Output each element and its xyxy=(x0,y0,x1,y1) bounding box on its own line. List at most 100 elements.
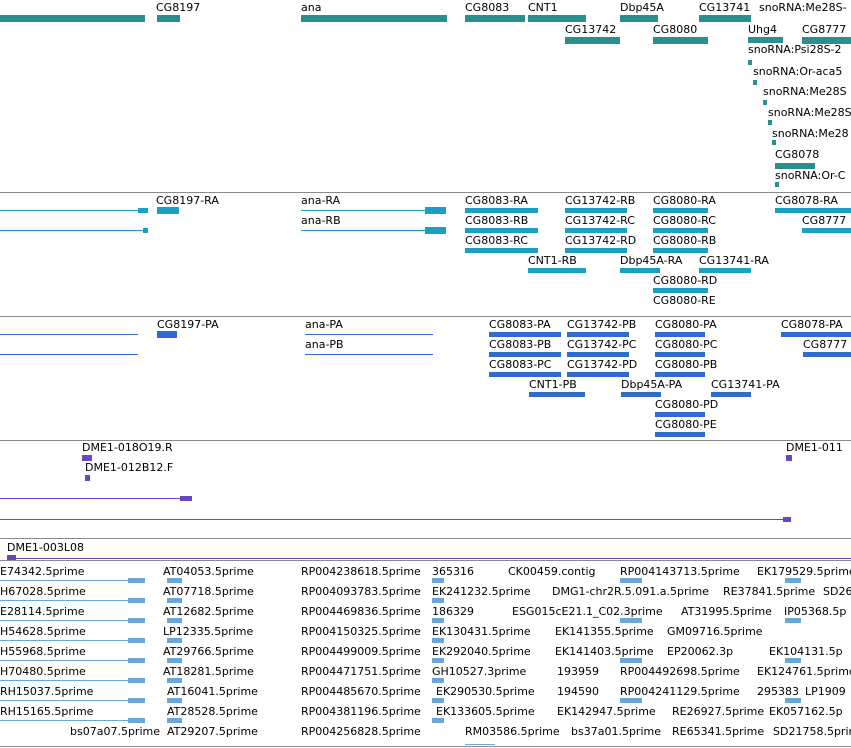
gene-bar[interactable] xyxy=(528,15,586,22)
transcript-exon[interactable] xyxy=(465,228,538,233)
est-label[interactable]: H70480.5prime xyxy=(0,665,86,678)
est-marker[interactable] xyxy=(620,658,642,663)
gene-label[interactable]: snoRNA:Or-aca5 xyxy=(753,65,843,78)
protein-line[interactable] xyxy=(0,334,138,335)
protein-label[interactable]: ana-PB xyxy=(305,338,344,351)
est-marker[interactable] xyxy=(432,658,444,663)
protein-label[interactable]: Dbp45A-PA xyxy=(621,378,683,391)
est-label[interactable]: RP004241129.5prime xyxy=(620,685,740,698)
protein-exon[interactable] xyxy=(655,352,705,357)
est-line[interactable] xyxy=(0,720,145,721)
est-label[interactable]: 365316 xyxy=(432,565,474,578)
protein-exon[interactable] xyxy=(489,352,561,357)
est-marker[interactable] xyxy=(432,598,444,603)
transcript-line[interactable] xyxy=(0,230,148,231)
est-marker[interactable] xyxy=(167,578,182,583)
transcript-label[interactable]: CG13741-RA xyxy=(699,254,769,267)
protein-label[interactable]: CG8777 xyxy=(803,338,848,351)
transcript-exon[interactable] xyxy=(528,268,586,273)
est-marker[interactable] xyxy=(128,678,145,683)
clone-marker[interactable] xyxy=(82,455,92,461)
est-label[interactable]: RP004381196.5prime xyxy=(301,705,421,718)
gene-bar[interactable] xyxy=(620,15,658,22)
transcript-label[interactable]: ana-RA xyxy=(301,194,341,207)
protein-label[interactable]: CG8080-PA xyxy=(655,318,717,331)
gene-label[interactable]: CG8083 xyxy=(465,1,510,14)
est-marker[interactable] xyxy=(432,678,444,683)
est-marker[interactable] xyxy=(432,638,444,643)
protein-exon[interactable] xyxy=(567,332,629,337)
est-label[interactable]: EK179529.5prime xyxy=(757,565,851,578)
est-label[interactable]: EK141355.5prime xyxy=(555,625,654,638)
transcript-exon[interactable] xyxy=(143,228,148,233)
est-marker[interactable] xyxy=(128,698,145,703)
est-label[interactable]: AT07718.5prime xyxy=(163,585,254,598)
gene-label[interactable]: Uhg4 xyxy=(748,23,778,36)
est-label[interactable]: SD21758.5prime xyxy=(773,725,851,738)
transcript-exon[interactable] xyxy=(620,268,660,273)
est-marker[interactable] xyxy=(785,658,801,663)
est-label[interactable]: EK241232.5prime xyxy=(432,585,531,598)
est-marker[interactable] xyxy=(432,578,444,583)
protein-exon[interactable] xyxy=(655,332,705,337)
clone-line[interactable] xyxy=(0,519,785,520)
protein-label[interactable]: CG8080-PE xyxy=(655,418,717,431)
est-label[interactable]: IP05368.5p xyxy=(784,605,847,618)
est-label[interactable]: SD26 xyxy=(823,585,851,598)
est-label[interactable]: bs07a07.5prime xyxy=(70,725,160,738)
est-label[interactable]: H54628.5prime xyxy=(0,625,86,638)
transcript-line[interactable] xyxy=(301,210,445,211)
protein-exon[interactable] xyxy=(529,392,585,397)
gene-bar[interactable] xyxy=(699,15,751,22)
transcript-exon[interactable] xyxy=(465,208,538,213)
gene-bar[interactable] xyxy=(0,15,145,22)
gene-tick[interactable] xyxy=(748,60,752,65)
est-label[interactable]: RP004093783.5prime xyxy=(301,585,421,598)
est-marker[interactable] xyxy=(167,598,182,603)
clone-line[interactable] xyxy=(7,558,851,559)
gene-tick[interactable] xyxy=(772,140,776,145)
est-marker[interactable] xyxy=(128,658,145,663)
transcript-exon[interactable] xyxy=(653,288,708,293)
clone-label[interactable]: DME1-012B12.F xyxy=(85,461,174,474)
est-label[interactable]: EK104131.5p xyxy=(769,645,843,658)
est-label[interactable]: H55968.5prime xyxy=(0,645,86,658)
est-line[interactable] xyxy=(0,580,145,581)
transcript-exon[interactable] xyxy=(465,248,538,253)
gene-tick[interactable] xyxy=(753,80,757,85)
gene-label[interactable]: snoRNA:Me28S xyxy=(768,106,851,119)
protein-label[interactable]: CNT1-PB xyxy=(529,378,577,391)
est-label[interactable]: GH10527.3prime xyxy=(432,665,527,678)
est-label[interactable]: 186329 xyxy=(432,605,474,618)
transcript-line[interactable] xyxy=(301,230,445,231)
transcript-exon[interactable] xyxy=(565,208,627,213)
transcript-label[interactable]: CG13742-RC xyxy=(565,214,635,227)
gene-label[interactable]: CG8197 xyxy=(156,1,201,14)
transcript-label[interactable]: CG8197-RA xyxy=(156,194,219,207)
clone-marker[interactable] xyxy=(7,555,16,560)
est-marker[interactable] xyxy=(620,578,642,583)
protein-label[interactable]: CG8083-PB xyxy=(489,338,552,351)
protein-label[interactable]: CG8080-PB xyxy=(655,358,718,371)
est-line[interactable] xyxy=(465,744,495,745)
est-label[interactable]: AT18281.5prime xyxy=(163,665,254,678)
transcript-exon[interactable] xyxy=(802,228,851,233)
est-marker[interactable] xyxy=(128,578,145,583)
transcript-label[interactable]: CG8078-RA xyxy=(775,194,838,207)
gene-label[interactable]: snoRNA:Me28S- xyxy=(759,1,847,14)
protein-label[interactable]: CG8080-PC xyxy=(655,338,718,351)
est-line[interactable] xyxy=(0,640,145,641)
transcript-exon[interactable] xyxy=(565,248,627,253)
est-line[interactable] xyxy=(0,700,145,701)
gene-tick[interactable] xyxy=(763,100,767,105)
est-label[interactable]: RP004143713.5prime xyxy=(620,565,740,578)
gene-bar[interactable] xyxy=(775,163,815,169)
est-marker[interactable] xyxy=(128,618,145,623)
transcript-label[interactable]: CG8083-RB xyxy=(465,214,529,227)
est-label[interactable]: RE65341.5prime xyxy=(672,725,765,738)
est-label[interactable]: RP004485670.5prime xyxy=(301,685,421,698)
est-marker[interactable] xyxy=(620,618,642,623)
est-line[interactable] xyxy=(0,620,145,621)
est-marker[interactable] xyxy=(128,718,145,723)
protein-label[interactable]: CG8083-PA xyxy=(489,318,551,331)
